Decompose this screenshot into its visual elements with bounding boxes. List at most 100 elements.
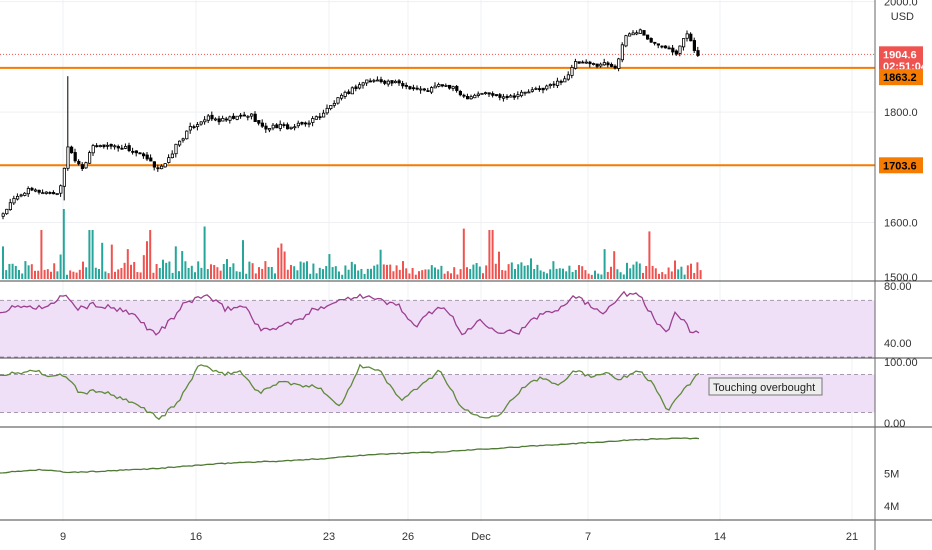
candle-body <box>469 96 473 100</box>
volume-bar <box>8 263 11 279</box>
candle-body <box>357 84 362 89</box>
volume-bar <box>482 273 484 279</box>
volume-bar <box>386 264 388 279</box>
candle-body <box>113 145 117 148</box>
candle-body <box>235 115 239 120</box>
volume-bar <box>632 264 635 279</box>
volume-bar <box>187 268 190 279</box>
candle-body <box>628 33 632 37</box>
candle-body <box>404 85 409 87</box>
volume-bar <box>677 269 680 279</box>
price-axis[interactable]: 2000.0 1800.0 1600.0 1500.080.00 40.00 100.00… <box>884 0 918 513</box>
candle-body <box>210 114 214 120</box>
volume-bar <box>258 267 260 279</box>
time-axis[interactable]: 9 16 23 26 Dec 7 14 21 <box>60 531 858 543</box>
price-tag-box <box>879 69 923 86</box>
candle-body <box>512 95 517 98</box>
price-candles[interactable] <box>1 28 700 220</box>
candle-body <box>80 164 84 169</box>
candle-body <box>15 195 20 200</box>
candle-body <box>289 126 293 129</box>
candle-body <box>570 67 574 76</box>
candle-body <box>192 126 196 128</box>
volume-bar <box>72 271 75 279</box>
volume-bar <box>440 265 443 279</box>
volume-bar <box>501 270 504 279</box>
candle-body <box>66 146 70 169</box>
volume-bar <box>693 272 696 279</box>
volume-bar <box>162 259 164 279</box>
candle-body <box>617 58 621 69</box>
volume-bar <box>696 262 699 279</box>
volume-bar <box>562 268 564 279</box>
obv-tick-label: 5M <box>884 469 899 481</box>
volume-bar <box>318 267 321 279</box>
volume-bar <box>274 273 276 279</box>
candle-body <box>656 43 661 46</box>
volume-bar <box>165 262 168 279</box>
candle-body <box>231 115 236 119</box>
candle-body <box>41 192 45 195</box>
horizontal-levels[interactable] <box>0 53 875 167</box>
volume-bar <box>242 240 244 279</box>
volume-bar <box>133 261 136 279</box>
obv-pane <box>0 437 700 474</box>
candle-body <box>77 160 81 165</box>
candle-body <box>260 122 265 127</box>
volume-bar <box>558 268 561 279</box>
volume-bar <box>293 266 296 279</box>
volume-bar <box>85 267 88 279</box>
volume-bar <box>277 247 280 279</box>
volume-bar <box>149 230 152 279</box>
volume-bar <box>238 271 241 279</box>
volume-bar <box>680 266 683 279</box>
volume-bar <box>117 269 120 279</box>
volume-bar <box>328 254 331 279</box>
volume-bar <box>78 269 81 279</box>
volume-bar <box>613 251 616 279</box>
candle-body <box>8 202 12 211</box>
volume-bar <box>312 263 315 279</box>
candle-body <box>246 115 250 118</box>
volume-bar <box>686 265 689 279</box>
volume-bar <box>46 269 49 279</box>
volume-bar <box>379 249 382 279</box>
volume-bar <box>699 270 702 279</box>
candle-body <box>372 79 376 82</box>
volume-bar <box>37 270 40 279</box>
volume-bar <box>296 270 299 279</box>
volume-bar <box>645 265 648 279</box>
candle-body <box>185 130 189 140</box>
volume-bar <box>88 230 91 279</box>
candle-body <box>314 116 319 120</box>
volume-bar <box>578 265 580 279</box>
candle-body <box>429 87 434 93</box>
volume-bar <box>18 270 20 279</box>
candle-body <box>393 80 398 84</box>
volume-bar <box>254 273 257 279</box>
candle-body <box>620 44 625 61</box>
candle-body <box>664 45 668 49</box>
candle-body <box>257 120 261 124</box>
candle-body <box>494 94 499 96</box>
candle-body <box>682 38 686 48</box>
candle-body <box>195 124 200 128</box>
volume-bar <box>2 246 4 279</box>
candle-body <box>12 198 16 204</box>
volume-bar <box>219 270 222 279</box>
time-tick-label: 23 <box>323 531 335 543</box>
rsi-band <box>0 300 875 357</box>
candle-body <box>476 93 481 96</box>
volume-bar <box>34 270 36 279</box>
volume-bar <box>59 254 62 279</box>
candle-body <box>26 188 31 195</box>
candle-body <box>203 119 207 123</box>
candle-body <box>649 38 653 43</box>
volume-bar <box>581 266 584 279</box>
candle-body <box>275 124 279 129</box>
candle-body <box>131 150 135 153</box>
stoch-annotation[interactable]: Touching overbought <box>708 377 823 396</box>
candle-body <box>303 122 308 125</box>
candle-body <box>145 154 149 160</box>
